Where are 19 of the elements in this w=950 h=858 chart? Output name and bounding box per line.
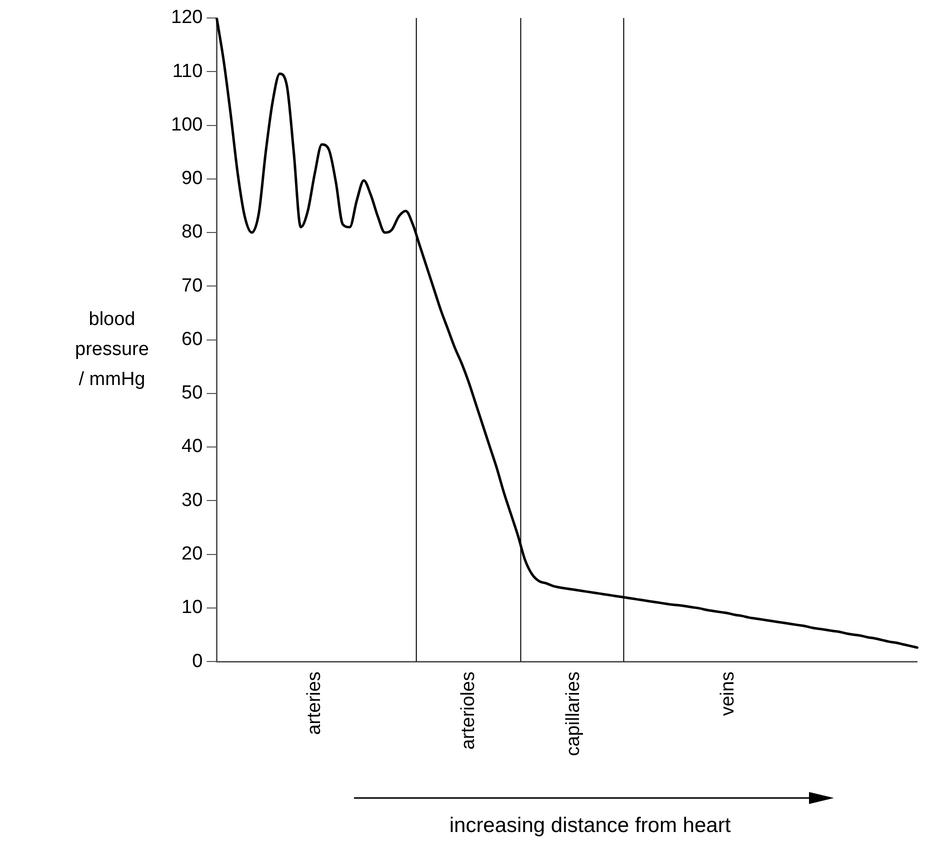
y-tick-label: 100 [171, 114, 203, 136]
x-axis-title: increasing distance from heart [448, 814, 732, 838]
y-tick-label: 30 [182, 490, 203, 511]
y-tick-label: 60 [182, 328, 203, 350]
y-tick-label: 0 [192, 650, 203, 672]
y-tick-label: 120 [171, 7, 203, 28]
y-tick-label: 10 [182, 597, 203, 618]
x-tick-label: arteries [304, 672, 326, 735]
y-tick-label: 80 [182, 222, 203, 243]
x-tick-label: veins [717, 672, 738, 716]
x-tick-label: arterioles [458, 672, 480, 750]
y-tick-label: 40 [182, 436, 203, 458]
y-tick-label: 110 [172, 60, 203, 82]
y-tick-label: 20 [182, 544, 203, 564]
y-tick-label: 70 [182, 275, 203, 296]
y-tick-label: 50 [182, 382, 203, 404]
y-tick-label: 90 [182, 168, 203, 190]
y-axis-title: blood pressure / mmHg [74, 308, 150, 392]
x-tick-label: capillaries [563, 672, 584, 756]
